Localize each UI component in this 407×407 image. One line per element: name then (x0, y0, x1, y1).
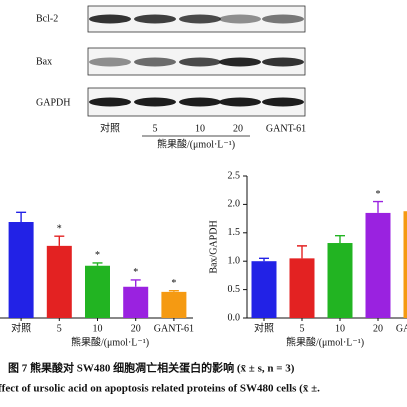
x-tick-label: GANT-61 (396, 323, 407, 334)
y-tick-label: 1.5 (228, 227, 241, 238)
blot-band (262, 57, 304, 67)
lane-axis-title: 熊果酸/(μmol·L⁻¹) (157, 137, 235, 150)
x-tick-label: 10 (93, 323, 103, 334)
blot-band (134, 97, 176, 107)
blot-label: Bcl-2 (36, 13, 58, 24)
error-bar (92, 262, 103, 266)
western-blot: Bcl-2 Bax GAPDH 对照 5 10 20 GANT-61 熊果酸/(… (36, 5, 306, 150)
error-bar (259, 257, 269, 262)
blot-band (179, 57, 221, 67)
lane-label: 对照 (100, 121, 120, 134)
x-tick-label: 20 (131, 323, 141, 334)
caption-en: ffect of ursolic acid on apoptosis relat… (0, 383, 320, 395)
blot-band (89, 14, 131, 24)
error-bar (54, 235, 65, 246)
x-tick-label: 对照 (11, 321, 31, 334)
error-bar (130, 279, 141, 287)
x-tick-label: 5 (300, 323, 305, 334)
significance-star: * (133, 267, 138, 278)
bar (365, 212, 391, 318)
lane-label: 10 (195, 123, 205, 134)
bar (123, 286, 149, 318)
significance-star: * (95, 250, 100, 261)
caption-cn: 图 7 熊果酸对 SW480 细胞凋亡相关蛋白的影响 (x̄ ± s, n = … (8, 361, 295, 375)
blot-band (219, 97, 261, 107)
bar (251, 261, 277, 318)
x-tick-label: 对照 (254, 321, 274, 334)
charts: 对照 5 * 10 * 20 * GANT-61 * 熊果酸/(μmol·L⁻¹) 0.0 0.5 1.… (0, 170, 407, 348)
blot-label: Bax (36, 56, 52, 67)
error-bar (16, 211, 27, 223)
error-bar (297, 245, 307, 259)
blot-band (219, 14, 261, 24)
lane-label: 5 (153, 123, 158, 134)
bar (46, 245, 72, 318)
x-tick-label: GANT-61 (154, 323, 194, 334)
y-tick-label: 2.0 (228, 199, 241, 210)
lane-label: 20 (233, 123, 243, 134)
x-axis-title: 熊果酸/(μmol·L⁻¹) (286, 335, 364, 348)
bands (89, 14, 304, 107)
x-axis-title: 熊果酸/(μmol·L⁻¹) (71, 335, 149, 348)
blot-band (262, 97, 304, 107)
blot-band (179, 97, 221, 107)
significance-star: * (57, 224, 62, 235)
lane-label: GANT-61 (266, 123, 306, 134)
bar (403, 211, 407, 318)
error-bar (373, 200, 383, 213)
blot-band (262, 14, 304, 24)
y-tick-label: 1.0 (228, 255, 241, 266)
y-tick-label: 2.5 (228, 170, 241, 181)
bar (161, 291, 187, 318)
blot-band (179, 14, 221, 24)
blot-band (89, 97, 131, 107)
significance-star: * (171, 278, 176, 289)
bar (8, 222, 34, 318)
blot-band (89, 57, 131, 67)
bar (327, 243, 353, 318)
y-tick-label: 0.0 (228, 312, 241, 323)
blot-band (219, 57, 261, 67)
error-bar (168, 290, 179, 292)
blot-label: GAPDH (36, 97, 70, 108)
x-tick-label: 20 (373, 323, 383, 334)
bar (85, 265, 110, 318)
bar (289, 258, 315, 318)
blot-band (134, 57, 176, 67)
blot-band (134, 14, 176, 24)
significance-star: * (376, 189, 381, 200)
y-tick-label: 0.5 (228, 284, 241, 295)
x-tick-label: 10 (335, 323, 345, 334)
x-tick-label: 5 (57, 323, 62, 334)
y-axis-title: Bax/GAPDH (208, 220, 219, 273)
error-bar (335, 234, 345, 244)
